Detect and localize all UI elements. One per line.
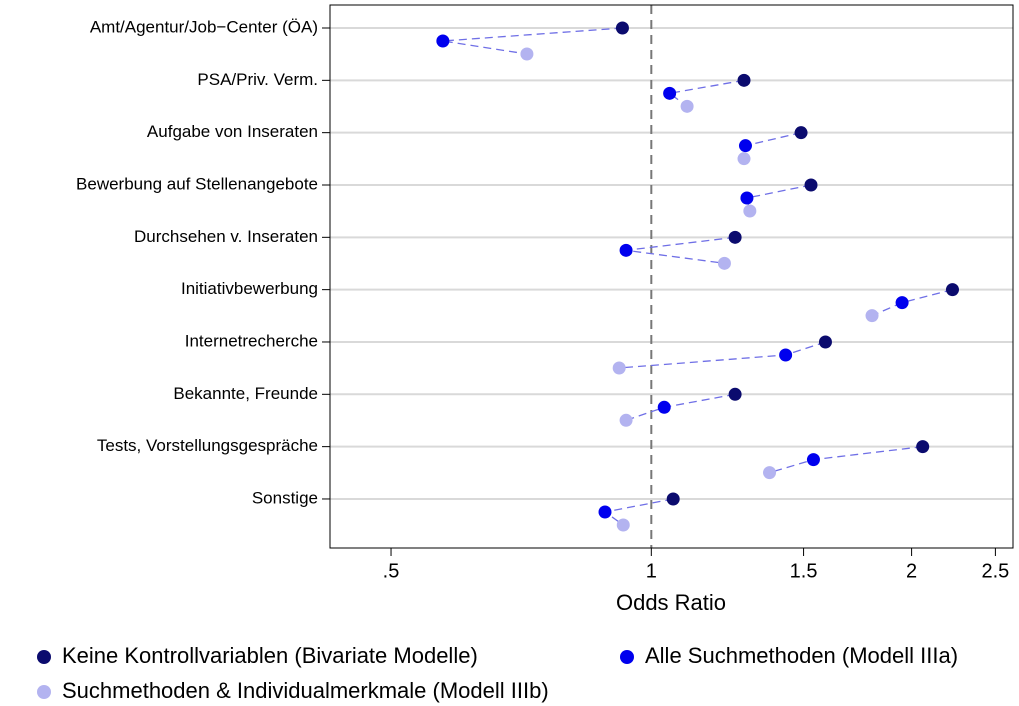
connector (625, 236, 736, 264)
y-tick-label: Bewerbung auf Stellenangebote (76, 174, 318, 193)
y-tick-label: Amt/Agentur/Job−Center (ÖA) (90, 17, 318, 36)
dot (598, 505, 612, 519)
dot (737, 73, 751, 87)
dot (916, 440, 930, 454)
dot (804, 178, 818, 192)
dot (895, 296, 909, 310)
y-tick-label: Bekannte, Freunde (173, 384, 318, 403)
legend-swatch (37, 650, 51, 664)
connector (442, 27, 623, 55)
connector (871, 289, 953, 317)
dot (794, 126, 808, 140)
dot (663, 86, 677, 100)
legend-label: Suchmethoden & Individualmerkmale (Model… (62, 678, 549, 703)
y-tick-label: Internetrecherche (185, 331, 318, 350)
dot (666, 492, 680, 506)
connector (603, 498, 674, 526)
dot (615, 21, 629, 35)
connector (746, 184, 812, 212)
dot (436, 34, 450, 48)
dot (619, 243, 633, 257)
dot (680, 99, 694, 113)
dot (738, 139, 752, 153)
dot (740, 191, 754, 205)
y-tick-label: Durchsehen v. Inseraten (134, 227, 318, 246)
dot (728, 387, 742, 401)
legend-label: Keine Kontrollvariablen (Bivariate Model… (62, 643, 478, 668)
dot (818, 335, 832, 349)
dot (612, 361, 626, 375)
y-tick-label: PSA/Priv. Verm. (197, 70, 318, 89)
plot-frame (329, 4, 1014, 549)
legend-swatch (37, 685, 51, 699)
dot (728, 230, 742, 244)
dot (763, 466, 777, 480)
connector (668, 79, 745, 107)
y-tick-label: Sonstige (252, 488, 318, 507)
legend-swatch (620, 650, 634, 664)
dot (865, 309, 879, 323)
dot (616, 518, 630, 532)
dot (717, 256, 731, 270)
x-tick-label: 2.5 (981, 560, 1009, 582)
connector (769, 445, 923, 474)
dot (520, 47, 534, 61)
x-axis-title: Odds Ratio (616, 590, 726, 615)
x-tick-label: 2 (906, 560, 917, 582)
y-tick-label: Initiativbewerbung (181, 279, 318, 298)
connector (743, 132, 802, 159)
connector (625, 393, 736, 421)
dot (743, 204, 757, 218)
dot (737, 152, 751, 166)
connector (619, 341, 826, 369)
y-tick-label: Tests, Vorstellungsgespräche (97, 436, 318, 455)
dot (619, 413, 633, 427)
dot (657, 400, 671, 414)
x-tick-label: 1 (646, 560, 657, 582)
y-tick-label: Aufgabe von Inseraten (147, 122, 318, 141)
legend-label: Alle Suchmethoden (Modell IIIa) (645, 643, 958, 668)
dot (779, 348, 793, 362)
dot (806, 453, 820, 467)
x-tick-label: 1.5 (790, 560, 818, 582)
dot (945, 283, 959, 297)
x-tick-label: .5 (383, 560, 400, 582)
